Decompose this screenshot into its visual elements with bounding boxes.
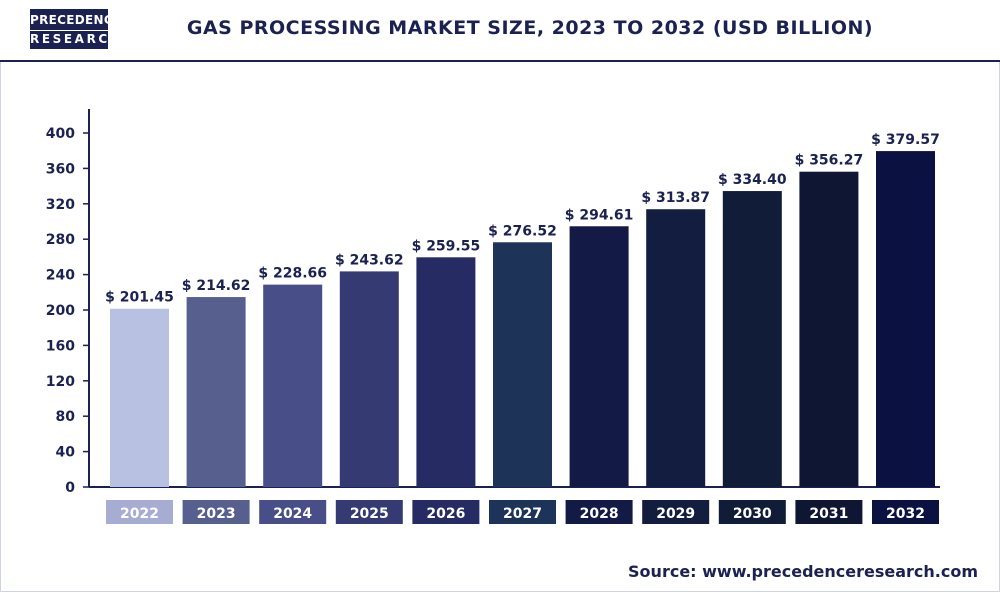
bar-value-label: $ 276.52 bbox=[488, 223, 557, 239]
bar bbox=[493, 242, 552, 487]
category-label: 2027 bbox=[503, 506, 542, 522]
category-label: 2026 bbox=[426, 506, 465, 522]
bar-value-label: $ 259.55 bbox=[412, 238, 481, 254]
category-label: 2030 bbox=[733, 506, 772, 522]
bar-value-label: $ 294.61 bbox=[565, 207, 634, 223]
category-label-box bbox=[642, 500, 710, 524]
y-tick-label: 160 bbox=[46, 338, 75, 354]
header-bar: PRECEDENCE RESEARCH GAS PROCESSING MARKE… bbox=[0, 0, 1000, 62]
bar bbox=[799, 171, 859, 487]
bar-value-label: $ 214.62 bbox=[182, 278, 251, 294]
logo-line-1: PRECEDENCE bbox=[30, 13, 122, 27]
category-label-box bbox=[412, 500, 480, 524]
y-tick-label: 40 bbox=[56, 445, 76, 461]
bar bbox=[416, 257, 476, 487]
category-label-box bbox=[335, 500, 403, 524]
bar-value-label: $ 228.66 bbox=[258, 266, 327, 282]
category-label-box bbox=[565, 500, 633, 524]
category-label: 2031 bbox=[809, 506, 848, 522]
y-tick-label: 200 bbox=[46, 303, 75, 319]
y-tick-label: 240 bbox=[46, 268, 75, 284]
category-label-box bbox=[182, 500, 250, 524]
y-tick-label: 360 bbox=[46, 161, 75, 177]
bar-value-label: $ 243.62 bbox=[335, 252, 404, 268]
category-label: 2028 bbox=[580, 506, 619, 522]
chart-title: GAS PROCESSING MARKET SIZE, 2023 TO 2032… bbox=[186, 17, 874, 39]
y-tick-label: 80 bbox=[56, 409, 76, 425]
bar bbox=[646, 209, 706, 488]
source-credit: Source: www.precedenceresearch.com bbox=[628, 562, 978, 581]
category-label: 2029 bbox=[656, 506, 695, 522]
bar-value-label: $ 379.57 bbox=[871, 132, 940, 148]
bar bbox=[722, 191, 782, 487]
category-label: 2023 bbox=[197, 506, 236, 522]
bar-value-label: $ 201.45 bbox=[105, 290, 174, 306]
logo-line-2: RESEARCH bbox=[30, 30, 123, 46]
y-tick-label: 320 bbox=[46, 197, 75, 213]
bar bbox=[263, 284, 323, 487]
category-label-box bbox=[872, 500, 939, 524]
bar bbox=[186, 297, 246, 487]
category-label-box bbox=[106, 500, 173, 524]
y-tick-label: 400 bbox=[46, 126, 75, 142]
category-label-box bbox=[489, 500, 556, 524]
bar bbox=[339, 271, 399, 487]
bar bbox=[876, 151, 935, 487]
category-label-box bbox=[718, 500, 786, 524]
category-label: 2022 bbox=[120, 506, 159, 522]
category-label-box bbox=[259, 500, 327, 524]
y-tick-label: 120 bbox=[46, 374, 75, 390]
bar-value-label: $ 334.40 bbox=[718, 172, 787, 188]
category-label-box bbox=[795, 500, 863, 524]
y-tick-label: 0 bbox=[65, 480, 75, 496]
bar-value-label: $ 356.27 bbox=[795, 153, 864, 169]
y-tick-label: 280 bbox=[46, 232, 75, 248]
category-label: 2024 bbox=[273, 506, 312, 522]
category-label: 2032 bbox=[886, 506, 925, 522]
precedence-research-logo: PRECEDENCE RESEARCH bbox=[30, 9, 123, 49]
bar bbox=[569, 226, 629, 488]
bar-value-label: $ 313.87 bbox=[641, 190, 710, 206]
bar bbox=[110, 308, 169, 487]
category-label: 2025 bbox=[350, 506, 389, 522]
